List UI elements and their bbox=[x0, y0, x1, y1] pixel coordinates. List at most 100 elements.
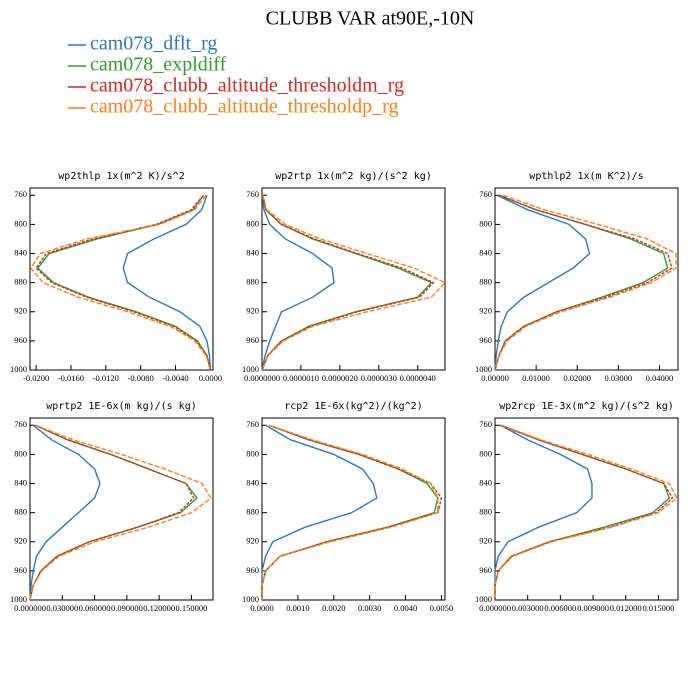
series-line bbox=[29, 424, 195, 601]
x-tick-label: 0.02000 bbox=[563, 373, 591, 383]
x-tick-label: 0.120000 bbox=[143, 603, 175, 613]
y-tick-label: 800 bbox=[479, 218, 492, 228]
y-tick-label: 760 bbox=[14, 189, 27, 199]
y-tick-label: 760 bbox=[246, 419, 259, 429]
x-tick-label: 0.015000 bbox=[642, 603, 674, 613]
x-tick-label: 0.03000 bbox=[605, 373, 633, 383]
x-tick-label: 0.006000 bbox=[544, 603, 576, 613]
series-line bbox=[261, 195, 433, 371]
panel-title: wp2rcp 1E-3x(m^2 kg)/(s^2 kg) bbox=[499, 401, 674, 412]
y-tick-label: 920 bbox=[246, 306, 259, 316]
series-line bbox=[494, 424, 674, 600]
y-tick-label: 880 bbox=[14, 277, 27, 287]
series-line bbox=[36, 194, 212, 371]
y-tick-label: 760 bbox=[479, 189, 492, 199]
y-tick-label: 960 bbox=[479, 335, 492, 345]
series-line bbox=[261, 195, 447, 371]
x-tick-label: 0.0000020 bbox=[322, 373, 358, 383]
x-tick-label: 0.01000 bbox=[522, 373, 550, 383]
series-line bbox=[29, 194, 212, 371]
series-line bbox=[29, 424, 198, 601]
plot-frame bbox=[261, 187, 446, 371]
y-tick-label: 800 bbox=[246, 218, 259, 228]
x-tick-label: 0.009000 bbox=[577, 603, 609, 613]
x-tick-label: 0.003000 bbox=[512, 603, 544, 613]
y-tick-label: 1000 bbox=[10, 594, 27, 604]
y-tick-label: 960 bbox=[246, 335, 259, 345]
x-tick-label: 0.000000 bbox=[479, 603, 511, 613]
y-tick-label: 920 bbox=[479, 536, 492, 546]
y-tick-label: 880 bbox=[479, 277, 492, 287]
series-line bbox=[261, 424, 378, 600]
y-tick-label: 960 bbox=[479, 565, 492, 575]
x-tick-label: -0.0160 bbox=[58, 373, 84, 383]
x-tick-label: -0.0080 bbox=[128, 373, 154, 383]
panel-title: wp2thlp 1x(m^2 K)/s^2 bbox=[58, 171, 184, 182]
x-tick-label: 0.0000030 bbox=[361, 373, 397, 383]
x-tick-label: 0.030000 bbox=[46, 603, 78, 613]
y-tick-label: 800 bbox=[246, 448, 259, 458]
x-tick-label: 0.0000040 bbox=[400, 373, 436, 383]
legend-label: cam078_dflt_rg bbox=[90, 33, 217, 55]
x-tick-label: 0.0040 bbox=[394, 603, 417, 613]
x-tick-label: 0.00000 bbox=[481, 373, 509, 383]
x-tick-label: 0.0030 bbox=[358, 603, 381, 613]
y-tick-label: 760 bbox=[479, 419, 492, 429]
series-line bbox=[494, 424, 671, 600]
y-tick-label: 800 bbox=[14, 218, 27, 228]
x-tick-label: 0.150000 bbox=[176, 603, 208, 613]
legend-label: cam078_expldiff bbox=[90, 54, 227, 76]
x-tick-label: 0.04000 bbox=[646, 373, 674, 383]
y-tick-label: 920 bbox=[14, 306, 27, 316]
y-tick-label: 880 bbox=[246, 507, 259, 517]
x-tick-label: 0.012000 bbox=[610, 603, 642, 613]
x-tick-label: 0.0000010 bbox=[283, 373, 319, 383]
series-line bbox=[261, 424, 439, 600]
y-tick-label: 760 bbox=[14, 419, 27, 429]
y-tick-label: 880 bbox=[479, 507, 492, 517]
x-tick-label: -0.0040 bbox=[162, 373, 188, 383]
panel-title: wp2rtp 1x(m^2 kg)/(s^2 kg) bbox=[275, 171, 432, 182]
x-tick-label: 0.0000 bbox=[199, 373, 222, 383]
panel-title: rcp2 1E-6x(kg^2)/(kg^2) bbox=[284, 401, 422, 412]
plot-frame bbox=[261, 417, 446, 601]
series-line bbox=[494, 194, 669, 371]
x-tick-label: 0.0010 bbox=[286, 603, 309, 613]
series-line bbox=[494, 424, 593, 600]
y-tick-label: 800 bbox=[479, 448, 492, 458]
y-tick-label: 960 bbox=[246, 565, 259, 575]
x-tick-label: 0.090000 bbox=[111, 603, 143, 613]
x-tick-label: 0.0000 bbox=[250, 603, 273, 613]
x-tick-label: 0.0020 bbox=[322, 603, 345, 613]
series-line bbox=[29, 424, 212, 601]
y-tick-label: 840 bbox=[479, 247, 492, 257]
y-tick-label: 1000 bbox=[475, 364, 492, 374]
series-line bbox=[494, 194, 591, 371]
plot-frame bbox=[29, 187, 214, 371]
x-tick-label: 0.060000 bbox=[79, 603, 111, 613]
x-tick-label: -0.0120 bbox=[93, 373, 119, 383]
y-tick-label: 960 bbox=[14, 565, 27, 575]
series-line bbox=[35, 194, 212, 371]
series-line bbox=[494, 194, 673, 371]
y-tick-label: 840 bbox=[246, 477, 259, 487]
series-line bbox=[494, 424, 678, 600]
plot-frame bbox=[494, 417, 679, 601]
legend-label: cam078_clubb_altitude_thresholdm_rg bbox=[90, 75, 404, 97]
y-tick-label: 1000 bbox=[475, 594, 492, 604]
series-line bbox=[122, 195, 212, 371]
y-tick-label: 1000 bbox=[242, 364, 259, 374]
y-tick-label: 1000 bbox=[242, 594, 259, 604]
y-tick-label: 760 bbox=[246, 189, 259, 199]
y-tick-label: 840 bbox=[14, 247, 27, 257]
y-tick-label: 920 bbox=[14, 536, 27, 546]
series-line bbox=[261, 195, 335, 371]
panel-title: wprtp2 1E-6x(m kg)/(s kg) bbox=[46, 401, 197, 412]
y-tick-label: 840 bbox=[246, 247, 259, 257]
y-tick-label: 880 bbox=[14, 507, 27, 517]
y-tick-label: 880 bbox=[246, 277, 259, 287]
plot-frame bbox=[494, 187, 679, 371]
series-line bbox=[494, 194, 677, 371]
legend-label: cam078_clubb_altitude_thresholdp_rg bbox=[90, 96, 398, 118]
